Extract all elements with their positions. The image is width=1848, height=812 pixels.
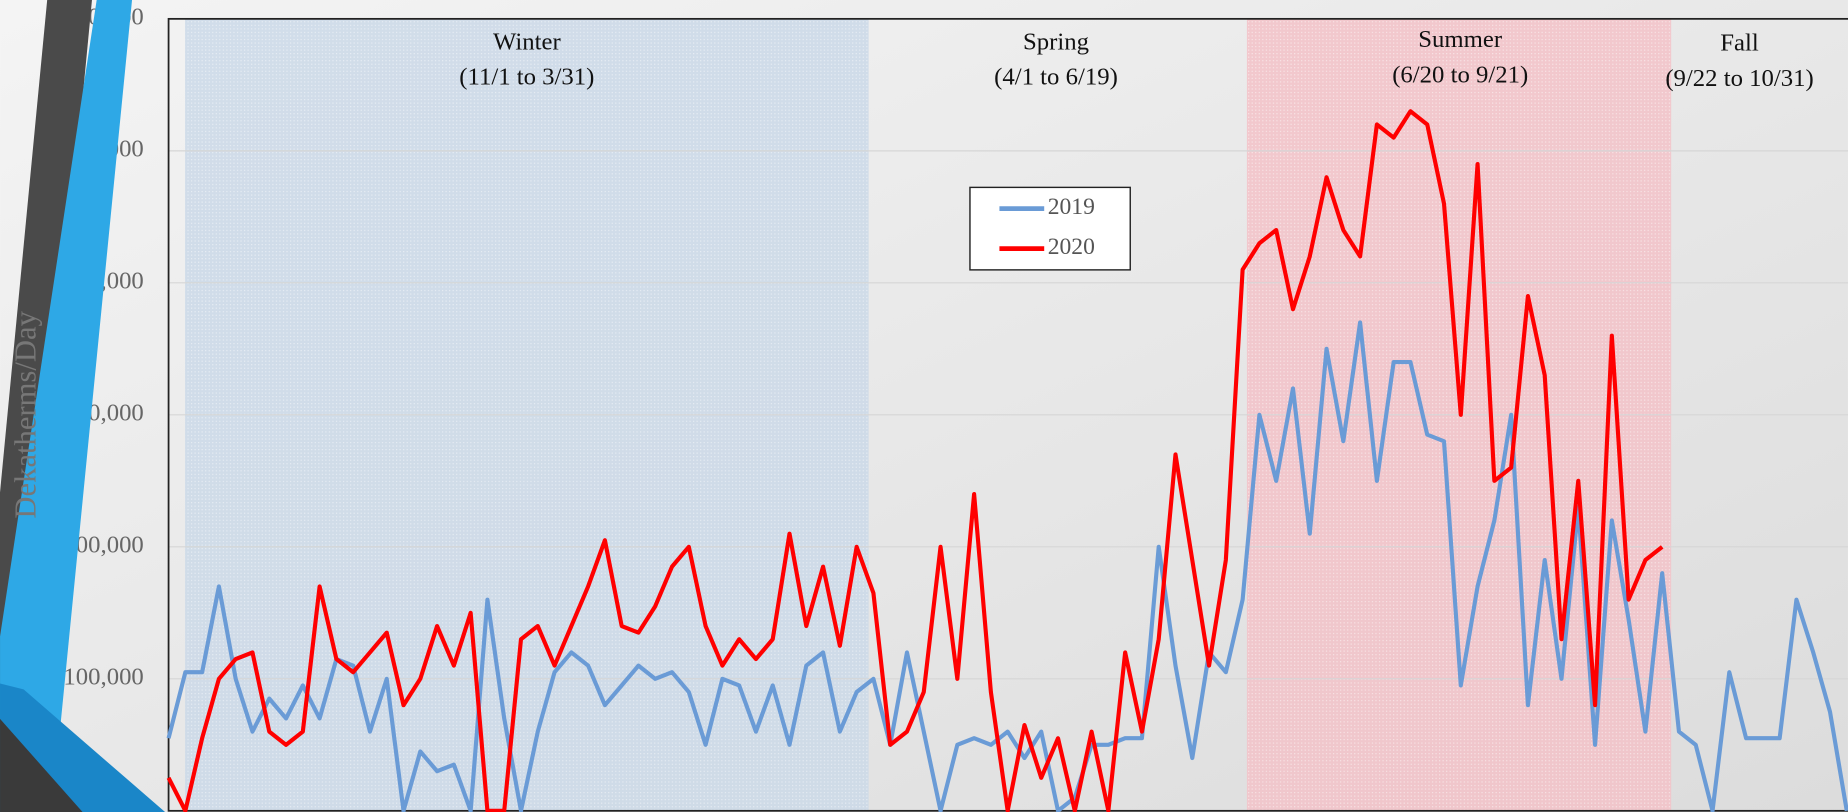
season-name: Winter [493, 28, 561, 55]
legend-label: 2019 [1048, 194, 1095, 220]
season-range: (4/1 to 6/19) [994, 64, 1118, 91]
season-range: (6/20 to 9/21) [1392, 61, 1528, 88]
y-axis-label: Dekatherms/Day [8, 310, 42, 518]
plot-area: 0100,000200,000300,000400,000500,000600,… [63, 4, 1848, 812]
legend: 2019 2020 [969, 186, 1131, 271]
season-range: (9/22 to 10/31) [1665, 65, 1813, 92]
season-name: Fall [1720, 29, 1759, 56]
season-range: (11/1 to 3/31) [459, 64, 594, 91]
legend-box [969, 186, 1131, 271]
season-name: Summer [1418, 26, 1503, 53]
season-name: Spring [1023, 28, 1089, 55]
series-line [166, 109, 1664, 812]
y-tick-label: 100,000 [63, 663, 143, 690]
series-line [166, 320, 1848, 812]
legend-label: 2020 [1048, 234, 1095, 260]
decor-stripe [0, 718, 83, 812]
decor-stripe [0, 0, 133, 812]
